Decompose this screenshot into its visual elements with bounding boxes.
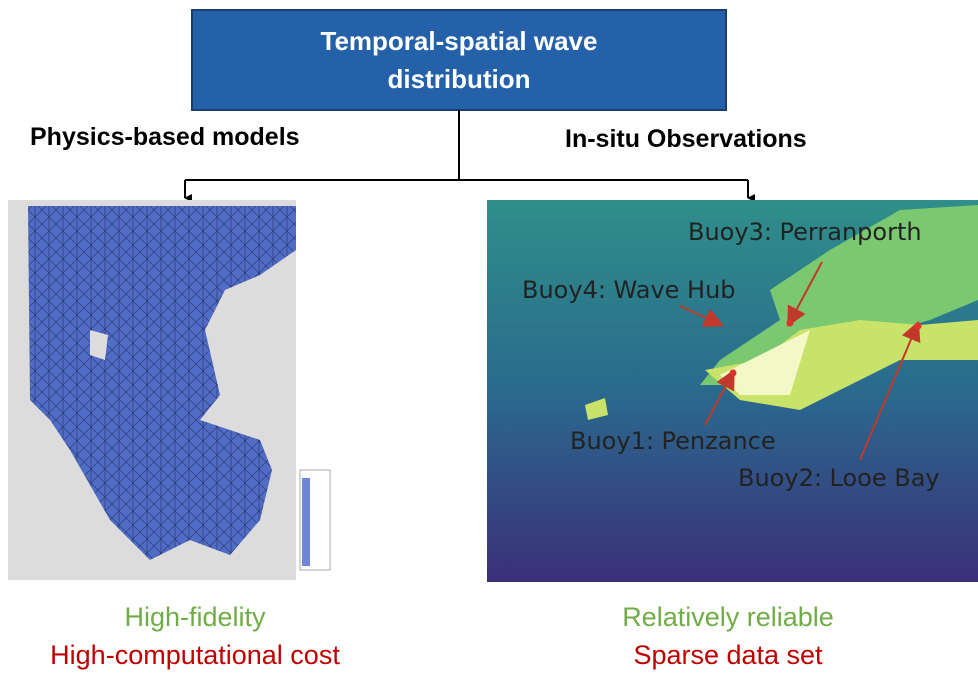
- buoy-label: Buoy1: Penzance: [570, 427, 776, 455]
- pros: High-fidelity: [0, 602, 405, 633]
- cons: Sparse data set: [518, 640, 938, 671]
- buoy-label: Buoy2: Looe Bay: [738, 464, 940, 492]
- mesh-map: [8, 200, 330, 580]
- buoy-label: Buoy3: Perranporth: [688, 218, 922, 246]
- cons: High-computational cost: [0, 640, 405, 671]
- buoy-map: [487, 200, 978, 582]
- branch-label: In-situ Observations: [565, 125, 807, 154]
- branch-label: Physics-based models: [30, 123, 300, 152]
- page: Temporal-spatial wave distribution Physi…: [0, 0, 978, 678]
- title: Temporal-spatial wave distribution: [192, 10, 726, 110]
- pros: Relatively reliable: [518, 602, 938, 633]
- buoy-label: Buoy4: Wave Hub: [522, 276, 736, 304]
